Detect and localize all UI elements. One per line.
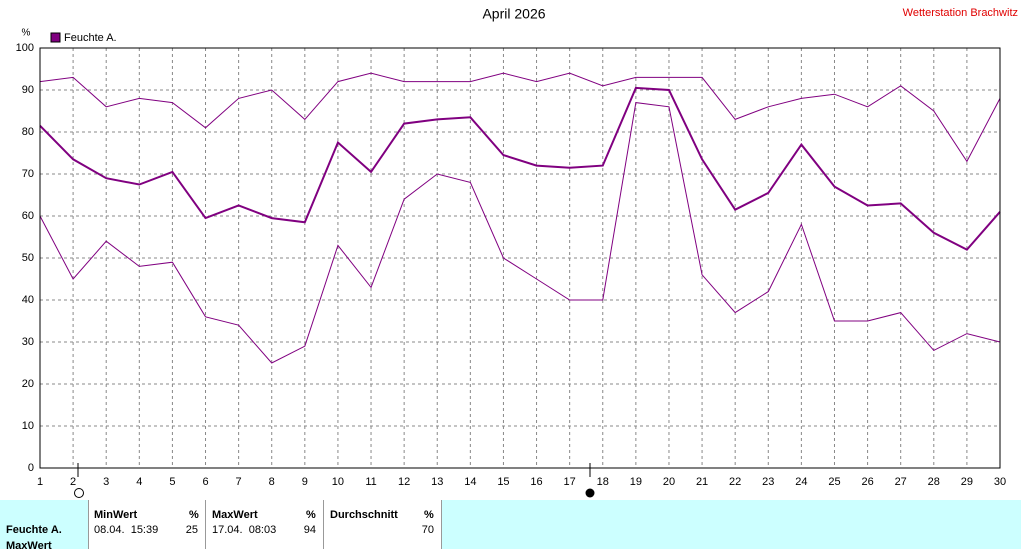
y-tick-label: 70: [22, 168, 34, 180]
y-tick-label: 60: [22, 210, 34, 222]
y-tick-label: 20: [22, 378, 34, 390]
x-tick-label: 14: [464, 476, 476, 488]
x-tick-label: 26: [861, 476, 873, 488]
table-column: [0, 500, 89, 549]
x-tick-label: 13: [431, 476, 443, 488]
x-tick-label: 21: [696, 476, 708, 488]
station-name: Wetterstation Brachwitz: [903, 7, 1018, 19]
stats-table: MinWert % MaxWert % Durchschnitt % Feuch…: [0, 500, 1021, 549]
x-tick-label: 12: [398, 476, 410, 488]
x-tick-label: 29: [961, 476, 973, 488]
plot-frame: [39, 47, 1001, 469]
table-cell: 17.04. 08:03: [212, 524, 277, 536]
data-line: [39, 102, 1001, 364]
table-header: %: [424, 509, 434, 521]
legend-label: Feuchte A.: [64, 32, 117, 44]
table-column: [324, 500, 442, 549]
x-tick-label: 11: [365, 476, 376, 488]
y-tick-label: 30: [22, 336, 34, 348]
x-tick-label: 5: [169, 476, 175, 488]
x-tick-label: 17: [564, 476, 576, 488]
x-tick-label: 7: [236, 476, 242, 488]
legend-swatch: [50, 32, 61, 43]
x-tick-label: 24: [795, 476, 807, 488]
y-tick-label: 40: [22, 294, 34, 306]
x-tick-label: 3: [103, 476, 109, 488]
y-tick-label: 10: [22, 420, 34, 432]
data-line: [39, 72, 1001, 163]
x-tick-label: 6: [202, 476, 208, 488]
x-tick-label: 16: [530, 476, 542, 488]
table-header: MaxWert: [212, 509, 258, 521]
table-header: %: [306, 509, 316, 521]
table-cell: 94: [303, 524, 316, 536]
table-cell: 70: [421, 524, 434, 536]
x-tick-label: 25: [828, 476, 840, 488]
table-cell: 25: [185, 524, 198, 536]
y-tick-label: 90: [22, 84, 34, 96]
chart: April 2026 Wetterstation Brachwitz % Feu…: [16, 6, 1018, 498]
x-tick-label: 23: [762, 476, 774, 488]
table-column: [206, 500, 324, 549]
x-tick-label: 27: [895, 476, 907, 488]
marker-filled: [585, 488, 595, 498]
data-line: [39, 86, 1001, 251]
y-tick-label: 0: [28, 462, 34, 474]
table-header: Durchschnitt: [330, 509, 398, 521]
marker-open: [74, 488, 84, 498]
table-column: [89, 500, 206, 549]
x-tick-label: 18: [597, 476, 609, 488]
x-tick-label: 8: [269, 476, 275, 488]
y-unit: %: [22, 28, 31, 39]
x-tick-label: 30: [994, 476, 1006, 488]
y-tick-label: 100: [16, 42, 34, 54]
table-header: %: [189, 509, 199, 521]
row-label: Feuchte A.: [6, 524, 62, 536]
chart-title: April 2026: [482, 6, 545, 22]
x-tick-label: 19: [630, 476, 642, 488]
table-header: MinWert: [94, 509, 138, 521]
x-tick-label: 28: [928, 476, 940, 488]
y-tick-label: 50: [22, 252, 34, 264]
x-tick-label: 4: [136, 476, 142, 488]
y-tick-label: 80: [22, 126, 34, 138]
x-tick-label: 20: [663, 476, 675, 488]
x-tick-label: 1: [37, 476, 43, 488]
row-label: MaxWert: [6, 540, 52, 549]
x-tick-label: 2: [70, 476, 76, 488]
x-tick-label: 15: [497, 476, 509, 488]
x-tick-label: 22: [729, 476, 741, 488]
x-tick-label: 9: [302, 476, 308, 488]
table-cell: 08.04. 15:39: [94, 524, 159, 536]
x-tick-label: 10: [332, 476, 344, 488]
